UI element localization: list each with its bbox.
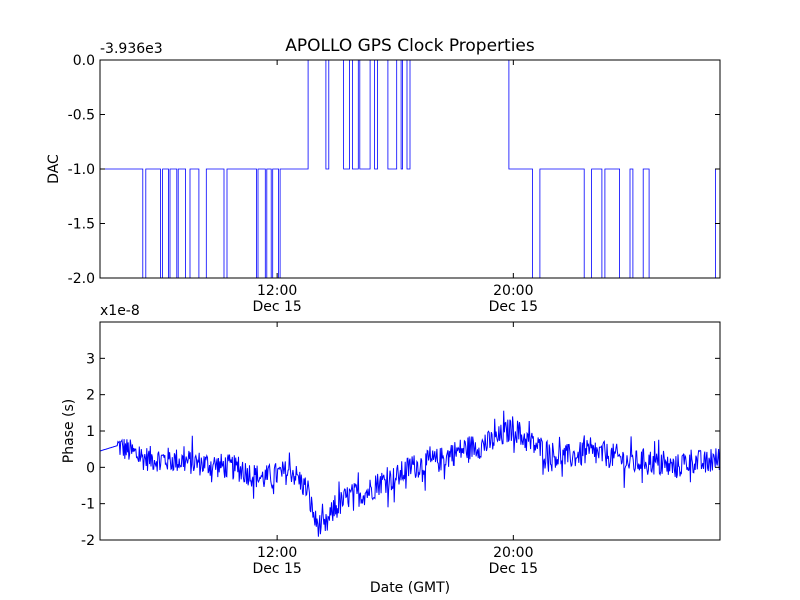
x-tick-label-time: 20:00 (493, 545, 533, 561)
y-tick-label: 3 (86, 351, 95, 367)
y-tick-label: -1.0 (68, 162, 95, 178)
phase-plot-area (100, 410, 720, 537)
y-tick-label: 0.0 (73, 53, 95, 69)
x-tick-label-time: 12:00 (257, 283, 297, 299)
x-tick-label-date: Dec 15 (489, 299, 538, 315)
figure-title: APOLLO GPS Clock Properties (285, 36, 535, 56)
y-tick-label: -2 (81, 533, 95, 549)
series-line-1-0 (100, 410, 720, 537)
y-tick-label: 2 (86, 388, 95, 404)
x-tick-label-date: Dec 15 (252, 299, 301, 315)
x-tick-label-time: 20:00 (493, 283, 533, 299)
y-tick-label: -1.5 (68, 217, 95, 233)
x-tick-label-date: Dec 15 (252, 561, 301, 577)
y-tick-label: 0 (86, 460, 95, 476)
y-tick-label: -0.5 (68, 108, 95, 124)
dac-y-axis-label: DAC (46, 154, 62, 184)
x-tick-label-date: Dec 15 (489, 561, 538, 577)
y-tick-label: -1 (81, 497, 95, 513)
series-line-0-0 (100, 60, 720, 278)
x-tick-label-time: 12:00 (257, 545, 297, 561)
y-tick-label: -2.0 (68, 271, 95, 287)
phase-y-axis-label: Phase (s) (61, 399, 77, 463)
phase-offset-label: x1e-8 (100, 303, 140, 319)
y-tick-label: 1 (86, 424, 95, 440)
dac-plot-area (100, 60, 720, 278)
dac-offset-label: -3.936e3 (100, 41, 163, 57)
x-axis-label: Date (GMT) (370, 580, 450, 596)
